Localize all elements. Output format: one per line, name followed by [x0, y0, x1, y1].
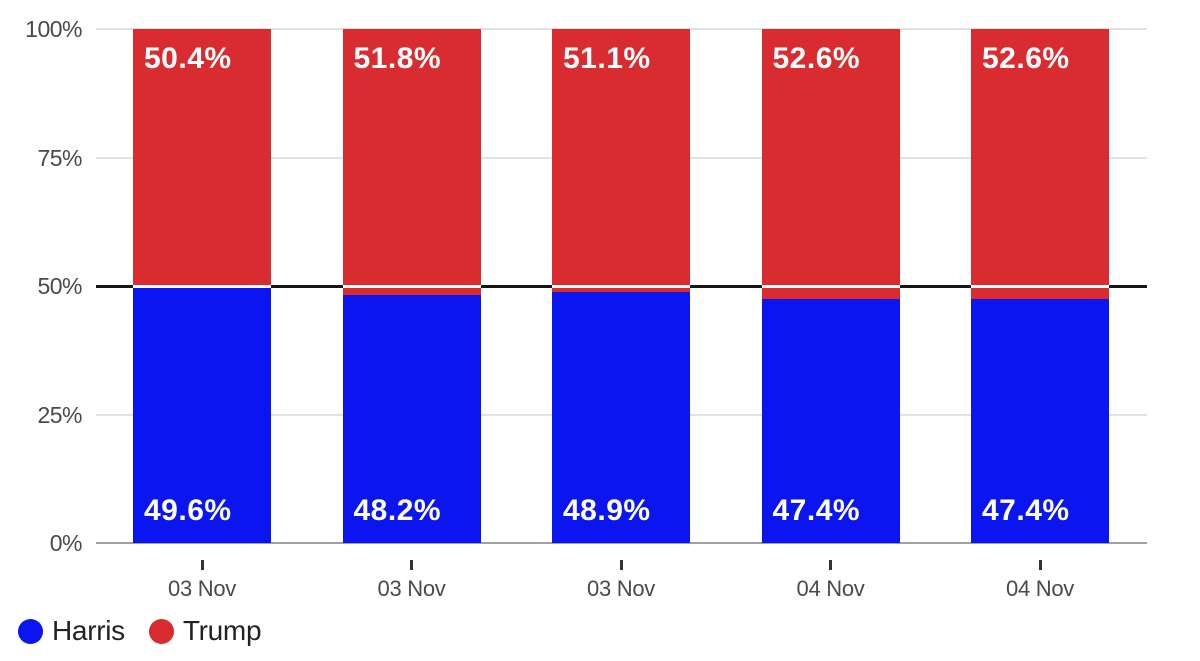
- gridline-0: [96, 542, 1147, 544]
- harris-value-label: 48.9%: [563, 493, 651, 527]
- x-tick-mark: [410, 560, 413, 570]
- trump-value-label: 52.6%: [982, 42, 1070, 75]
- harris-segment: 47.4%: [971, 299, 1109, 543]
- trump-value-label: 51.1%: [563, 42, 651, 75]
- bar-4: 52.6% 47.4%: [761, 29, 900, 543]
- trump-segment: 51.8%: [342, 29, 481, 296]
- harris-legend-dot-icon: [18, 618, 43, 644]
- legend: Harris Trump: [18, 615, 262, 647]
- x-tick-mark: [200, 560, 204, 570]
- trump-segment: 51.1%: [552, 29, 690, 292]
- harris-segment: 47.4%: [761, 299, 900, 543]
- trump-segment: 50.4%: [133, 29, 271, 289]
- harris-segment: 48.2%: [342, 295, 481, 543]
- fifty-percent-line-over-bar: [552, 285, 690, 288]
- y-tick-label: 100%: [25, 16, 82, 42]
- trump-legend-dot-icon: [148, 618, 174, 644]
- trump-value-label: 52.6%: [772, 42, 861, 75]
- fifty-percent-line-over-bar: [133, 285, 271, 288]
- fifty-percent-line-over-bar: [761, 285, 900, 288]
- plot-area: 50.4% 49.6% 51.8% 48.2% 51.1% 48.9% 52.6% 47.4%…: [96, 28, 1147, 544]
- x-tick-mark: [829, 560, 832, 570]
- fifty-percent-line-over-bar: [342, 285, 481, 288]
- trump-value-label: 50.4%: [144, 42, 232, 75]
- harris-value-label: 47.4%: [982, 493, 1070, 527]
- y-tick-label: 25%: [37, 401, 82, 428]
- x-tick-mark: [619, 560, 623, 570]
- x-tick-label: 03 Nov: [168, 576, 236, 601]
- x-tick-label: 04 Nov: [796, 576, 865, 601]
- trump-segment: 52.6%: [761, 29, 900, 300]
- harris-segment: 49.6%: [133, 288, 271, 543]
- legend-label: Harris: [52, 615, 125, 646]
- x-tick-label: 03 Nov: [377, 576, 446, 601]
- legend-item-trump: Trump: [148, 615, 262, 647]
- x-tick-label: 03 Nov: [587, 576, 655, 601]
- harris-segment: 48.9%: [552, 291, 690, 543]
- bar-5: 52.6% 47.4%: [971, 29, 1109, 543]
- trump-value-label: 51.8%: [353, 42, 442, 75]
- y-tick-label: 0%: [49, 530, 83, 556]
- bar-3: 51.1% 48.9%: [552, 29, 690, 543]
- y-tick-label: 75%: [37, 144, 82, 171]
- x-tick-label: 04 Nov: [1006, 576, 1074, 601]
- legend-item-harris: Harris: [18, 615, 125, 647]
- harris-value-label: 49.6%: [144, 493, 232, 527]
- harris-value-label: 48.2%: [353, 493, 442, 527]
- trump-segment: 52.6%: [971, 29, 1109, 300]
- legend-label: Trump: [182, 615, 262, 646]
- fifty-percent-line-over-bar: [971, 285, 1109, 288]
- harris-value-label: 47.4%: [772, 493, 861, 527]
- bar-1: 50.4% 49.6%: [133, 29, 271, 543]
- x-tick-mark: [1038, 560, 1042, 570]
- y-tick-label: 50%: [37, 273, 82, 299]
- bar-2: 51.8% 48.2%: [342, 29, 481, 543]
